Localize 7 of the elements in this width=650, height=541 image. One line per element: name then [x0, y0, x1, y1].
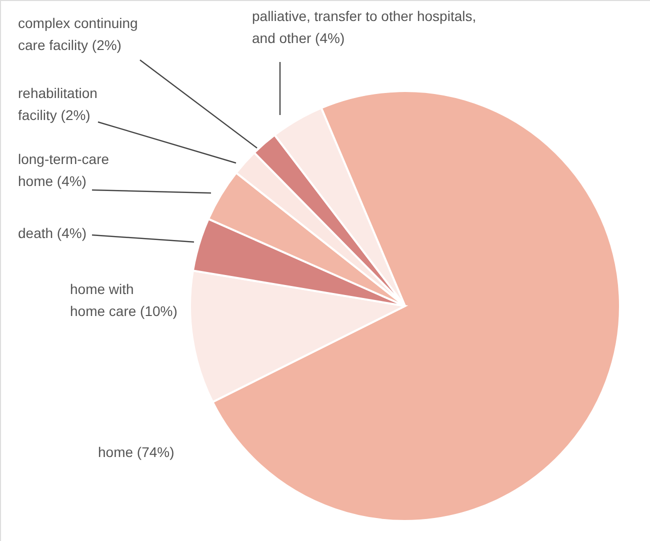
slice-label: home (74%): [98, 444, 174, 460]
slice-label: rehabilitation facility (2%): [18, 85, 98, 123]
slice-label: death (4%): [18, 225, 86, 241]
slice-label: home with home care (10%): [70, 281, 178, 319]
slice-label: long-term-care home (4%): [18, 151, 110, 189]
slice-label: palliative, transfer to other hospitals, and other (4%): [252, 8, 476, 46]
slice-label: complex continuing care facility (2%): [18, 15, 138, 53]
